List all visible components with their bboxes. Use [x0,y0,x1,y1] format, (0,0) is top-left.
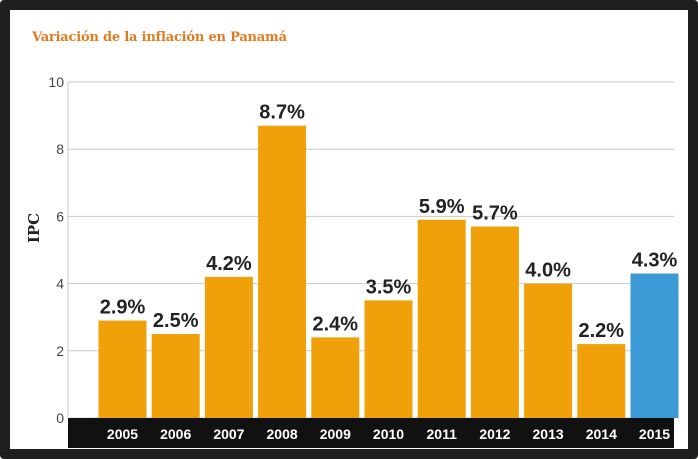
bar [470,226,519,418]
x-tick-label: 2007 [213,426,244,442]
bar [524,283,573,418]
x-tick-label: 2010 [373,426,404,442]
bar [151,334,200,418]
data-label: 2.2% [579,320,625,342]
x-tick-label: 2011 [427,426,458,442]
bar [258,125,307,419]
bar [417,219,466,418]
data-label: 5.7% [472,202,518,224]
data-label: 4.0% [525,260,571,282]
y-tick-label: 8 [56,141,64,157]
data-label: 8.7% [259,102,305,124]
x-tick-label: 2005 [107,426,138,442]
data-label: 2.4% [313,313,359,335]
data-label: 3.5% [366,276,412,298]
bar [311,337,360,418]
x-tick-label: 2012 [479,426,510,442]
bar [204,276,253,418]
bar [98,320,147,418]
y-tick-label: 2 [56,343,64,359]
x-tick-label: 2008 [267,426,298,442]
y-tick-label: 10 [48,74,64,90]
x-tick-label: 2009 [320,426,351,442]
x-tick-label: 2013 [533,426,564,442]
y-tick-label: 6 [56,208,64,224]
x-tick-label: 2014 [586,426,617,442]
chart-title: Variación de la inflación en Panamá [32,30,287,45]
data-label: 2.5% [153,310,199,332]
x-tick-label: 2006 [160,426,191,442]
bar [630,273,679,418]
bar [577,344,626,418]
bar [364,300,413,418]
y-tick-label: 0 [56,410,64,426]
data-label: 4.3% [632,250,678,272]
y-tick-label: 4 [56,276,64,292]
x-tick-label: 2015 [639,426,670,442]
data-label: 2.9% [100,297,146,319]
data-label: 4.2% [206,253,252,275]
x-axis-band [68,418,674,448]
data-label: 5.9% [419,196,465,218]
